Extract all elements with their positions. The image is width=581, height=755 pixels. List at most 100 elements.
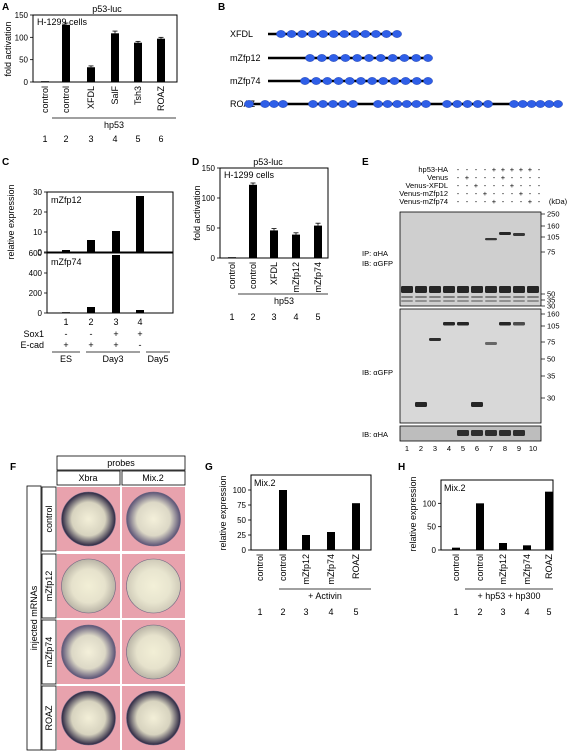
panel-a-tick-label-3: 150 xyxy=(15,11,29,20)
panel-b-zinc-finger-mzfp74-8 xyxy=(378,77,389,85)
panel-d-y-ticks: 0 50 100 150 xyxy=(202,164,220,263)
panel-b-zinc-finger-roaz-1 xyxy=(244,100,254,108)
panel-d-bar-2 xyxy=(249,184,257,258)
panel-f-row-label-2: mZfp12 xyxy=(44,571,54,602)
panel-e-lane-3: 3 xyxy=(433,444,437,453)
panel-b-row-mzfp12: mZfp12 xyxy=(230,53,261,63)
panel-e-xfdl-band-7 xyxy=(485,342,497,345)
panel-g-lane-5: 5 xyxy=(353,607,358,617)
panel-b-zinc-finger-roaz-21 xyxy=(509,100,519,108)
panel-g-bar-4 xyxy=(327,532,335,550)
panel-d-bars xyxy=(228,182,322,258)
panel-d-lane-1: 1 xyxy=(229,312,234,322)
panel-c-bottom-tick-label-1: 200 xyxy=(29,289,43,298)
panel-a-frame xyxy=(32,14,178,83)
panel-e-mzfp12-band-8 xyxy=(499,322,511,326)
panel-e-ha-band-6 xyxy=(471,430,483,436)
panel-e-mark-r2-l6: + xyxy=(501,173,506,182)
panel-c-bottom-bar-3 xyxy=(112,255,120,313)
panel-e-mark-r3-l8: - xyxy=(520,181,523,190)
panel-e-ip-xfdl-band xyxy=(485,238,497,241)
panel-e-mw-mid-5: 30 xyxy=(547,394,555,403)
panel-b-zinc-finger-roaz-2 xyxy=(260,100,270,108)
panel-h-lane-4: 4 xyxy=(524,607,529,617)
panel-e-mark-r5-l3: - xyxy=(475,197,478,206)
panel-b-zinc-finger-mzfp12-3 xyxy=(328,54,339,62)
panel-d-category-3: XFDL xyxy=(269,262,279,285)
panel-c-lane-2: 2 xyxy=(88,317,93,327)
panel-e-ib-label-2: IB: αGFP xyxy=(362,368,393,377)
panel-c-row2-mark-lane-3: + xyxy=(113,340,118,350)
panel-a-category-4: SalF xyxy=(110,86,120,105)
panel-b-zinc-finger-roaz-9 xyxy=(348,100,358,108)
panel-c-bottom-tick-label-2: 400 xyxy=(29,269,43,278)
panel-b-zinc-finger-roaz-25 xyxy=(544,100,555,108)
panel-g-ylabel: relative expression xyxy=(218,475,228,550)
panel-g-category-1: control xyxy=(255,554,265,581)
panel-g-tick-label-2: 50 xyxy=(237,516,246,525)
panel-d-cell-label: H-1299 cells xyxy=(224,170,275,180)
panel-h-bar-1 xyxy=(452,547,460,550)
panel-c-top-tick-label-2: 20 xyxy=(33,208,42,217)
panel-h-bar-3 xyxy=(499,543,507,550)
panel-a-bar-4 xyxy=(111,33,119,82)
panel-e-mark-r1-l9: + xyxy=(528,165,533,174)
panel-e-mark-r4-l2: - xyxy=(466,189,469,198)
panel-e-ip-ig-band-6 xyxy=(471,286,483,293)
panel-a: A p53-luc H-1299 cells fold activation 0… xyxy=(2,2,178,144)
panel-d-category-2: control xyxy=(248,262,258,289)
panel-e-venus-band-6 xyxy=(471,402,483,407)
panel-e-mark-r3-l3: + xyxy=(474,181,479,190)
panel-b-zinc-finger-roaz-24 xyxy=(535,100,546,108)
panel-e-mark-r4-l8: + xyxy=(519,189,524,198)
panel-e-lane-2: 2 xyxy=(419,444,423,453)
panel-f-probes-label: probes xyxy=(107,458,135,468)
panel-e-row-label-1: hp53-HA xyxy=(418,165,448,174)
panel-c-top-bar-4 xyxy=(136,196,144,252)
panel-e-ip-ig-band-4 xyxy=(443,286,455,293)
panel-e-ip-low-band-8 xyxy=(499,300,511,302)
panel-d-bar-3 xyxy=(270,230,278,258)
panel-d-lane-3: 3 xyxy=(271,312,276,322)
panel-e-ib-label-1: IB: αGFP xyxy=(362,259,393,268)
panel-g-bar-2 xyxy=(279,490,287,550)
panel-c-top-bars xyxy=(62,196,144,252)
panel-g-category-labels: control control mZfp12 mZfp74 ROAZ xyxy=(255,554,361,585)
panel-e-mark-r2-l10: - xyxy=(538,173,541,182)
panel-b-zinc-finger-mzfp12-7 xyxy=(375,54,386,62)
panel-e-ib-label-3: IB: αHA xyxy=(362,430,388,439)
panel-c-bottom-bar-1 xyxy=(62,312,70,313)
panel-c-bottom-bar-2 xyxy=(87,307,95,313)
panel-f-row-label-3: mZfp74 xyxy=(44,637,54,668)
panel-e-mark-r2-l4: - xyxy=(484,173,487,182)
panel-e-lane-9: 9 xyxy=(517,444,521,453)
panel-c-lane-numbers: 1 2 3 4 xyxy=(63,317,142,327)
panel-f-side-label: injected mRNAs xyxy=(29,585,39,650)
panel-d-tick-label-2: 100 xyxy=(202,194,216,203)
panel-b-zinc-finger-mzfp74-10 xyxy=(400,77,411,85)
panel-e-mark-r1-l4: - xyxy=(484,165,487,174)
panel-h-lane-numbers: 1 2 3 4 5 xyxy=(453,607,551,617)
panel-e-mark-r2-l1: - xyxy=(457,173,460,182)
panel-b-zinc-finger-roaz-5 xyxy=(308,100,318,108)
panel-g-category-4: mZfp74 xyxy=(326,554,336,585)
panel-b-zinc-finger-xfdl-8 xyxy=(349,30,360,38)
panel-f-col-box-xbra xyxy=(56,470,121,486)
panel-h-tick-label-1: 50 xyxy=(427,523,436,532)
panel-b-zinc-finger-mzfp74-1 xyxy=(300,77,310,85)
panel-e-row-labels: hp53-HAVenusVenus-XFDLVenus-mZfp12Venus-… xyxy=(399,165,448,206)
panel-b-zinc-finger-roaz-11 xyxy=(382,100,393,108)
panel-e-mark-r5-l5: + xyxy=(492,197,497,206)
panel-g-bar-5 xyxy=(352,503,360,550)
panel-e-lane-5: 5 xyxy=(461,444,465,453)
panel-f-letter: F xyxy=(10,462,16,473)
panel-b-row-mzfp74: mZfp74 xyxy=(230,76,261,86)
panel-e-mw-top-0: 250 xyxy=(547,210,560,219)
panel-b-zinc-finger-mzfp12-5 xyxy=(352,54,363,62)
panel-e-mark-r1-l3: - xyxy=(475,165,478,174)
panel-d-lane-numbers: 1 2 3 4 5 xyxy=(229,312,320,322)
panel-e-mark-r1-l8: + xyxy=(519,165,524,174)
panel-e-lane-4: 4 xyxy=(447,444,451,453)
panel-b-zinc-finger-roaz-20 xyxy=(483,100,493,108)
panel-a-lane-5: 5 xyxy=(135,134,140,144)
